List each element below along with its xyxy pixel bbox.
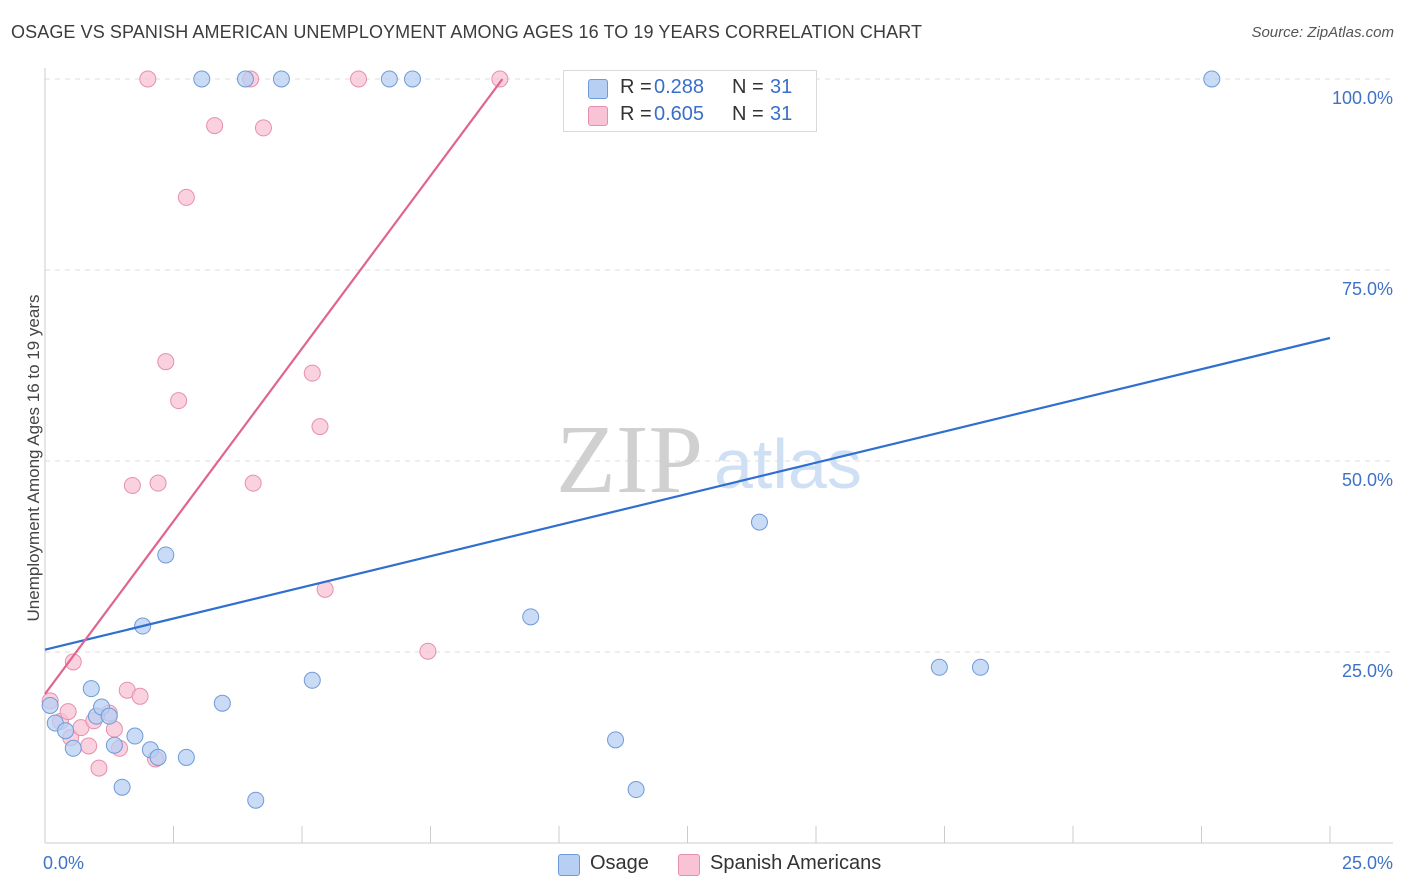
watermark-zip: ZIP <box>556 406 703 514</box>
osage-legend-label: Osage <box>590 852 649 874</box>
osage-point <box>236 70 254 88</box>
tick-labels: 25.0% 50.0% 75.0% 100.0% 0.0% 25.0% <box>43 88 1393 873</box>
osage-point <box>193 70 211 88</box>
spanish-point <box>123 476 141 494</box>
osage-point <box>126 727 144 745</box>
osage-point <box>303 671 321 689</box>
spanish-point <box>244 474 262 492</box>
legend-r-label: R = <box>620 103 652 125</box>
watermark: ZIP atlas <box>556 406 862 514</box>
osage-points <box>41 70 1221 809</box>
spanish-point <box>131 687 149 705</box>
legend-n-label: N = <box>732 103 764 125</box>
axes <box>44 68 1393 844</box>
osage-point <box>522 608 540 626</box>
spanish-point <box>350 70 368 88</box>
spanish-point <box>311 418 329 436</box>
y-tick-label: 100.0% <box>1332 88 1393 108</box>
osage-swatch <box>588 79 608 99</box>
osage-point <box>57 722 75 740</box>
osage-point <box>404 70 422 88</box>
osage-n-value: 31 <box>770 76 793 98</box>
spanish-point <box>139 70 157 88</box>
osage-point <box>607 731 625 749</box>
osage-point <box>105 736 123 754</box>
legend-r-label: R = <box>620 76 652 98</box>
x-tick-label-max: 25.0% <box>1342 853 1393 873</box>
correlation-legend: R = 0.288 N = 31 R = 0.605 N = 31 <box>563 70 817 132</box>
watermark-atlas: atlas <box>714 425 862 503</box>
spanish-point <box>254 119 272 137</box>
osage-point <box>41 696 59 714</box>
osage-point <box>113 778 131 796</box>
osage-point <box>64 739 82 757</box>
spanish-legend-swatch <box>678 854 700 876</box>
spanish-point <box>170 392 188 410</box>
osage-point <box>213 694 231 712</box>
y-tick-label: 25.0% <box>1342 661 1393 681</box>
y-tick-label: 50.0% <box>1342 470 1393 490</box>
spanish-points <box>41 70 509 777</box>
osage-trendline <box>44 336 1331 651</box>
x-tick-label-min: 0.0% <box>43 853 84 873</box>
osage-r-value: 0.288 <box>654 76 705 98</box>
spanish-point <box>149 474 167 492</box>
osage-point <box>930 658 948 676</box>
spanish-r-value: 0.605 <box>654 103 705 125</box>
osage-point <box>177 748 195 766</box>
spanish-swatch <box>588 106 608 126</box>
spanish-point <box>419 642 437 660</box>
spanish-point <box>303 364 321 382</box>
spanish-point <box>491 70 509 88</box>
osage-point <box>149 748 167 766</box>
osage-point <box>272 70 290 88</box>
osage-legend-swatch <box>558 854 580 876</box>
spanish-point <box>90 759 108 777</box>
y-axis-label: Unemployment Among Ages 16 to 19 years <box>24 294 43 622</box>
osage-point <box>1203 70 1221 88</box>
spanish-point <box>64 653 82 671</box>
osage-point <box>380 70 398 88</box>
y-tick-label: 75.0% <box>1342 279 1393 299</box>
osage-point <box>247 791 265 809</box>
chart-title: OSAGE VS SPANISH AMERICAN UNEMPLOYMENT A… <box>11 22 923 42</box>
spanish-point <box>80 737 98 755</box>
spanish-trendline <box>44 78 504 695</box>
legend-n-label: N = <box>732 76 764 98</box>
spanish-point <box>206 117 224 135</box>
osage-point <box>157 546 175 564</box>
trendlines <box>44 78 1331 695</box>
osage-point <box>971 658 989 676</box>
spanish-n-value: 31 <box>770 103 793 125</box>
spanish-point <box>157 353 175 371</box>
grid <box>45 78 1393 653</box>
osage-point <box>100 707 118 725</box>
osage-point <box>627 781 645 799</box>
source-credit: Source: ZipAtlas.com <box>1251 24 1394 41</box>
spanish-point <box>59 703 77 721</box>
osage-point <box>82 680 100 698</box>
osage-point <box>750 513 768 531</box>
spanish-legend-label: Spanish Americans <box>710 852 882 874</box>
spanish-point <box>177 188 195 206</box>
